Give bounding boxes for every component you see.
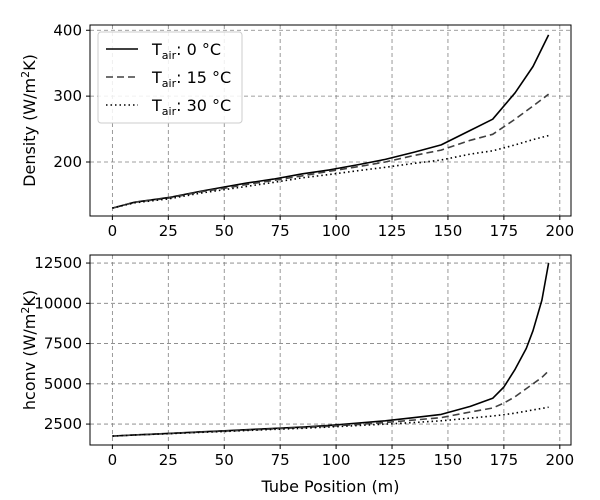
y-tick-label: 7500 [44,335,82,353]
x-tick-label: 50 [215,222,234,240]
x-tick-label: 175 [490,451,519,469]
y-tick-label: 200 [53,153,82,171]
y-axis-label: hconv (W/m2K) [19,290,39,410]
axes-frame [89,254,572,446]
series-line-15 [112,93,550,209]
legend-box [97,31,243,124]
x-tick-label: 50 [215,451,234,469]
x-tick-label: 125 [378,222,407,240]
x-tick-label: 100 [322,222,351,240]
x-tick-label: 100 [322,451,351,469]
y-tick-label: 5000 [44,375,82,393]
x-tick-label: 125 [378,451,407,469]
y-tick-label: 12500 [34,254,82,272]
y-axis-label: Density (W/m2K) [19,54,39,187]
x-axis-label: Tube Position (m) [260,477,399,496]
axes-frame [89,24,572,217]
x-tick-label: 150 [434,222,463,240]
x-tick-label: 0 [108,451,118,469]
series-line-0 [112,262,550,437]
x-tick-label: 25 [159,222,178,240]
y-tick-label: 10000 [34,294,82,312]
y-tick-label: 300 [53,87,82,105]
x-tick-label: 200 [545,222,574,240]
x-tick-label: 0 [108,222,118,240]
legend-label: Tair: 30 °C [151,96,231,118]
series-line-0 [112,34,550,209]
x-tick-label: 25 [159,451,178,469]
density-chart: 0 25 50 75 100 125 150 175 200 200 300 400 Density (… [19,21,574,240]
x-tick-label: 75 [271,451,290,469]
x-tick-label: 175 [490,222,519,240]
plot-area [90,255,571,445]
y-tick-label: 400 [53,21,82,39]
y-tick-label: 2500 [44,415,82,433]
x-tick-label: 200 [545,451,574,469]
x-tick-label: 150 [434,451,463,469]
legend-label: Tair: 15 °C [151,68,231,90]
hconv-chart: 0 25 50 75 100 125 150 175 200 2500 5000 7500 10000 1… [19,254,574,496]
x-tick-label: 75 [271,222,290,240]
series-line-30 [112,134,549,209]
legend-label: Tair: 0 °C [151,40,221,62]
